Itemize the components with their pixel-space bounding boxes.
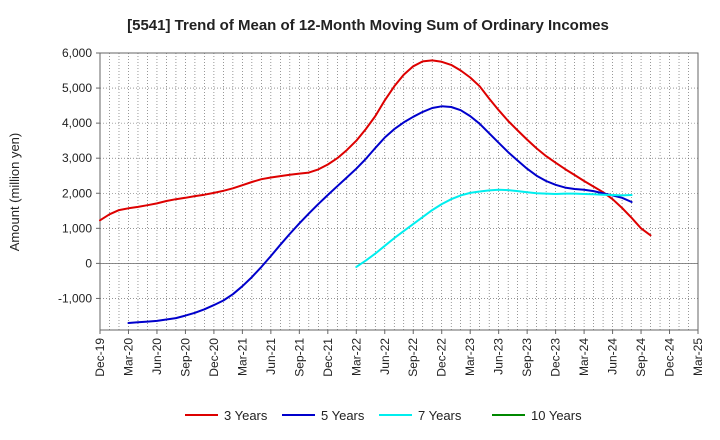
y-tick-label: 1,000 <box>62 221 92 235</box>
x-tick-label: Jun-20 <box>150 338 164 375</box>
plot-background <box>100 53 698 330</box>
x-tick-label: Dec-19 <box>93 338 107 377</box>
x-tick-label: Sep-23 <box>520 338 534 377</box>
axis-layer: -1,000 0 1,000 2,000 3,000 4,000 5,000 6,000 Dec… <box>58 46 705 377</box>
y-tick-label: 4,000 <box>62 116 92 130</box>
legend: 3 Years 5 Years 7 Years 10 Years <box>185 408 582 423</box>
x-tick-label: Mar-25 <box>691 338 705 376</box>
x-tick-label: Sep-20 <box>178 338 192 377</box>
x-tick-label: Mar-22 <box>349 338 363 376</box>
y-tick-label: -1,000 <box>58 291 92 305</box>
legend-label: 7 Years <box>418 408 462 423</box>
y-tick-label: 6,000 <box>62 46 92 60</box>
x-tick-label: Sep-22 <box>406 338 420 377</box>
series-line-5-years <box>127 105 633 324</box>
y-tick-label: 0 <box>85 256 92 270</box>
x-tick-label: Sep-21 <box>292 338 306 377</box>
plot-frame <box>99 52 699 331</box>
legend-label: 5 Years <box>321 408 365 423</box>
y-tick-label: 3,000 <box>62 151 92 165</box>
legend-item-7-years: 7 Years <box>379 408 462 423</box>
y-tick-label: 2,000 <box>62 186 92 200</box>
x-tick-label: Dec-24 <box>663 338 677 377</box>
x-tick-label: Jun-24 <box>606 338 620 375</box>
series-layer <box>99 59 652 324</box>
chart-title: [5541] Trend of Mean of 12-Month Moving … <box>127 17 609 34</box>
series-line-7-years <box>355 188 633 268</box>
x-tick-label: Jun-21 <box>264 338 278 375</box>
x-tick-label: Dec-20 <box>207 338 221 377</box>
legend-item-10-years: 10 Years <box>492 408 582 423</box>
y-tick-label: 5,000 <box>62 81 92 95</box>
legend-item-3-years: 3 Years <box>185 408 268 423</box>
x-tick-label: Mar-20 <box>121 338 135 376</box>
x-tick-label: Dec-23 <box>549 338 563 377</box>
legend-label: 3 Years <box>224 408 268 423</box>
x-tick-label: Jun-22 <box>378 338 392 375</box>
series-line-3-years <box>99 59 652 237</box>
y-axis-label: Amount (million yen) <box>7 133 22 252</box>
x-tick-label: Mar-24 <box>577 338 591 376</box>
x-tick-label: Sep-24 <box>634 338 648 377</box>
x-tick-label: Dec-22 <box>435 338 449 377</box>
x-tick-label: Dec-21 <box>321 338 335 377</box>
legend-item-5-years: 5 Years <box>282 408 365 423</box>
grid-layer <box>100 52 698 330</box>
x-tick-label: Mar-23 <box>463 338 477 376</box>
x-tick-label: Mar-21 <box>235 338 249 376</box>
x-tick-label: Jun-23 <box>492 338 506 375</box>
legend-label: 10 Years <box>531 408 582 423</box>
